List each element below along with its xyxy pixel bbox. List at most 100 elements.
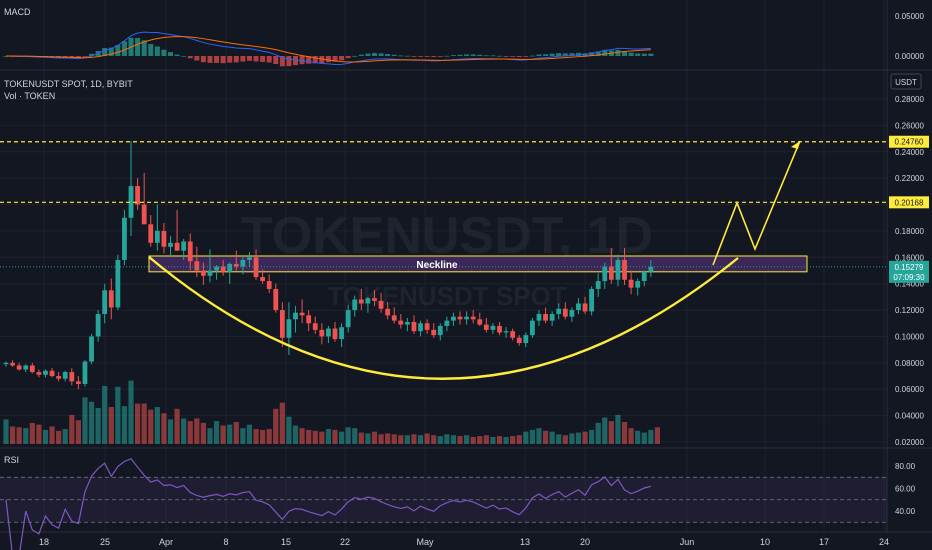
candle-body	[279, 310, 285, 338]
candle-body	[286, 319, 292, 338]
price-axis-tick: 0.02000	[895, 438, 924, 447]
volume-bar	[523, 431, 529, 444]
macd-histogram-bar	[233, 56, 239, 63]
candle-body	[556, 308, 562, 315]
candle-body	[220, 266, 226, 272]
candle-body	[378, 300, 384, 309]
macd-histogram-bar	[424, 56, 430, 57]
macd-histogram-bar	[108, 47, 114, 56]
volume-label[interactable]: Vol · TOKEN	[4, 91, 55, 101]
macd-label[interactable]: MACD	[4, 7, 31, 17]
volume-bar	[575, 432, 582, 444]
macd-histogram-bar	[398, 55, 404, 57]
macd-histogram-bar	[339, 56, 345, 61]
time-axis-tick: 10	[760, 537, 770, 547]
rsi-axis-tick: 60.00	[895, 485, 916, 494]
macd-histogram-bar	[319, 56, 325, 64]
candle-body	[43, 370, 48, 375]
target-2-value: 0.24760	[895, 138, 924, 147]
macd-histogram-bar	[299, 56, 305, 65]
macd-histogram-bar	[240, 56, 246, 62]
candle-body	[536, 314, 542, 321]
macd-histogram-bar	[648, 53, 654, 56]
volume-bar	[470, 436, 476, 444]
candle-body	[273, 288, 279, 311]
neckline-zone[interactable]	[148, 255, 808, 273]
volume-bar	[273, 408, 279, 444]
candle-body	[497, 325, 502, 333]
macd-histogram-bar	[69, 56, 75, 58]
macd-histogram-bar	[279, 56, 285, 67]
rsi-label[interactable]: RSI	[4, 455, 19, 465]
volume-bar	[220, 425, 226, 444]
volume-bar	[602, 417, 608, 444]
candle-body	[253, 257, 259, 278]
candle-body	[95, 314, 101, 337]
cup-curve[interactable]	[148, 256, 739, 380]
macd-histogram-bar	[444, 55, 450, 57]
macd-histogram-bar	[418, 56, 424, 57]
macd-histogram-bar	[503, 56, 509, 57]
macd-histogram-bar	[404, 55, 410, 57]
volume-bar	[457, 436, 463, 444]
macd-histogram-bar	[549, 53, 555, 56]
volume-bar	[56, 430, 62, 444]
currency-button[interactable]	[890, 73, 922, 90]
volume-bar	[95, 407, 101, 444]
candle-body	[352, 299, 358, 311]
projection-arrowhead	[791, 141, 800, 149]
volume-bar	[345, 427, 351, 444]
macd-histogram-bar	[483, 55, 489, 57]
volume-bar	[49, 426, 55, 444]
price-axis-tick: 0.22000	[895, 174, 924, 183]
volume-bar	[194, 418, 200, 444]
candle-body	[483, 324, 489, 330]
candle-body	[365, 298, 371, 304]
volume-bar	[641, 432, 647, 444]
volume-bar	[121, 406, 128, 444]
macd-axis-tick: 0.05000	[895, 12, 924, 21]
macd-histogram-bar	[102, 48, 108, 56]
macd-histogram-bar	[194, 56, 200, 61]
last-price-value: 0.15279	[895, 263, 924, 272]
volume-bar	[292, 425, 299, 444]
volume-bar	[115, 386, 121, 444]
candle-body	[523, 335, 529, 344]
candle-body	[470, 316, 476, 320]
candle-body	[418, 323, 423, 332]
macd-histogram-bar	[411, 56, 417, 57]
volume-bar	[187, 421, 193, 444]
candle-body	[602, 266, 608, 282]
volume-bar	[398, 435, 404, 444]
candle-body	[464, 316, 469, 320]
volume-bar	[181, 418, 187, 444]
macd-histogram-bar	[391, 54, 397, 56]
projection-path[interactable]	[712, 140, 801, 266]
candle-body	[214, 266, 219, 271]
volume-bar	[542, 430, 549, 444]
volume-bar	[437, 436, 443, 444]
macd-histogram-bar	[306, 56, 312, 64]
candle-body	[194, 261, 200, 271]
candle-body	[503, 331, 509, 333]
macd-histogram-bar	[635, 53, 641, 56]
candle-body	[385, 308, 391, 316]
volume-bar	[371, 431, 378, 444]
symbol-header[interactable]: TOKENUSDT SPOT, 1D, BYBIT	[4, 79, 133, 89]
volume-bar	[536, 428, 542, 444]
candle-body	[148, 224, 154, 243]
candle-body	[562, 308, 568, 317]
macd-histogram-bar	[615, 49, 621, 56]
volume-bar	[424, 433, 430, 444]
macd-pane	[3, 31, 654, 67]
watermark-main: TOKENUSDT, 1D	[241, 207, 653, 265]
candle-body	[404, 321, 410, 325]
volume-bar	[569, 433, 575, 444]
volume-bar	[431, 435, 437, 444]
candle-body	[227, 263, 233, 272]
macd-histogram-bar	[207, 56, 213, 63]
candle-body	[530, 320, 535, 336]
time-axis-tick: 25	[100, 537, 110, 547]
candle-body	[49, 370, 55, 377]
